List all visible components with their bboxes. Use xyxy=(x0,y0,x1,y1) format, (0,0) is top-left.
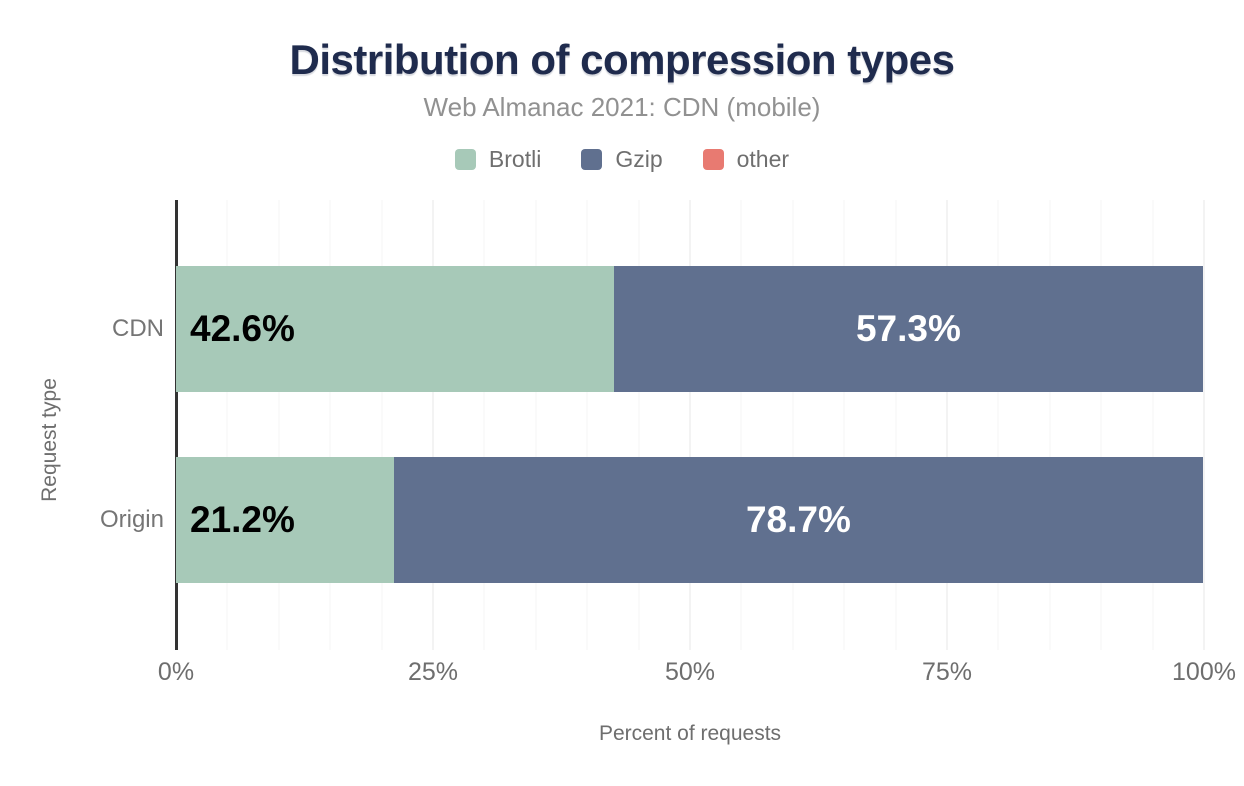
gridline xyxy=(1049,200,1051,650)
gridline xyxy=(1100,200,1102,650)
bar-segment-cdn-brotli: 42.6% xyxy=(176,266,614,392)
gridline xyxy=(895,200,897,650)
y-axis-title: Request type xyxy=(38,378,61,502)
gridline xyxy=(535,200,537,650)
gridline xyxy=(792,200,794,650)
legend-item-other: other xyxy=(702,146,790,173)
gridline xyxy=(740,200,742,650)
category-label-cdn: CDN xyxy=(112,315,164,342)
gridline xyxy=(689,200,691,650)
plot-area: 42.6% 57.3% 21.2% 78.7% xyxy=(175,200,1205,650)
legend-swatch-icon xyxy=(581,149,603,170)
legend-swatch-icon xyxy=(702,149,724,170)
data-label-origin-gzip: 78.7% xyxy=(745,499,851,540)
bar-origin: 21.2% 78.7% xyxy=(176,457,1204,583)
gridline xyxy=(483,200,485,650)
x-tick-100: 100% xyxy=(1172,658,1236,686)
bar-segment-origin-brotli: 21.2% xyxy=(176,457,394,583)
gridline xyxy=(997,200,999,650)
x-tick-25: 25% xyxy=(407,658,459,686)
chart-title: Distribution of compression types xyxy=(289,36,955,83)
legend-label: Brotli xyxy=(488,146,542,172)
gridline xyxy=(586,200,588,650)
x-axis-title: Percent of requests xyxy=(598,722,782,745)
gridline xyxy=(329,200,331,650)
legend-item-gzip: Gzip xyxy=(581,146,663,173)
bar-segment-origin-gzip: 78.7% xyxy=(393,457,1203,583)
x-tick-50: 50% xyxy=(664,658,716,686)
gridline xyxy=(381,200,383,650)
x-tick-75: 75% xyxy=(921,658,973,686)
legend: Brotli Gzip other xyxy=(0,146,1244,173)
gridline xyxy=(638,200,640,650)
gridline xyxy=(226,200,228,650)
legend-swatch-icon xyxy=(454,149,476,170)
chart-subtitle: Web Almanac 2021: CDN (mobile) xyxy=(423,92,821,122)
category-label-origin: Origin xyxy=(99,506,164,533)
legend-label: Gzip xyxy=(615,146,663,172)
data-label-cdn-brotli: 42.6% xyxy=(190,308,295,349)
gridline xyxy=(432,200,434,650)
legend-label: other xyxy=(736,146,790,172)
bar-segment-cdn-gzip: 57.3% xyxy=(613,266,1203,392)
data-label-origin-brotli: 21.2% xyxy=(190,499,295,540)
gridline xyxy=(946,200,948,650)
legend-item-brotli: Brotli xyxy=(454,146,542,173)
x-tick-0: 0% xyxy=(157,658,195,686)
gridline xyxy=(278,200,280,650)
gridline xyxy=(1203,200,1205,650)
gridline xyxy=(843,200,845,650)
data-label-cdn-gzip: 57.3% xyxy=(855,308,961,349)
bar-cdn: 42.6% 57.3% xyxy=(176,266,1204,392)
y-axis-line xyxy=(175,200,178,650)
gridline xyxy=(1152,200,1154,650)
